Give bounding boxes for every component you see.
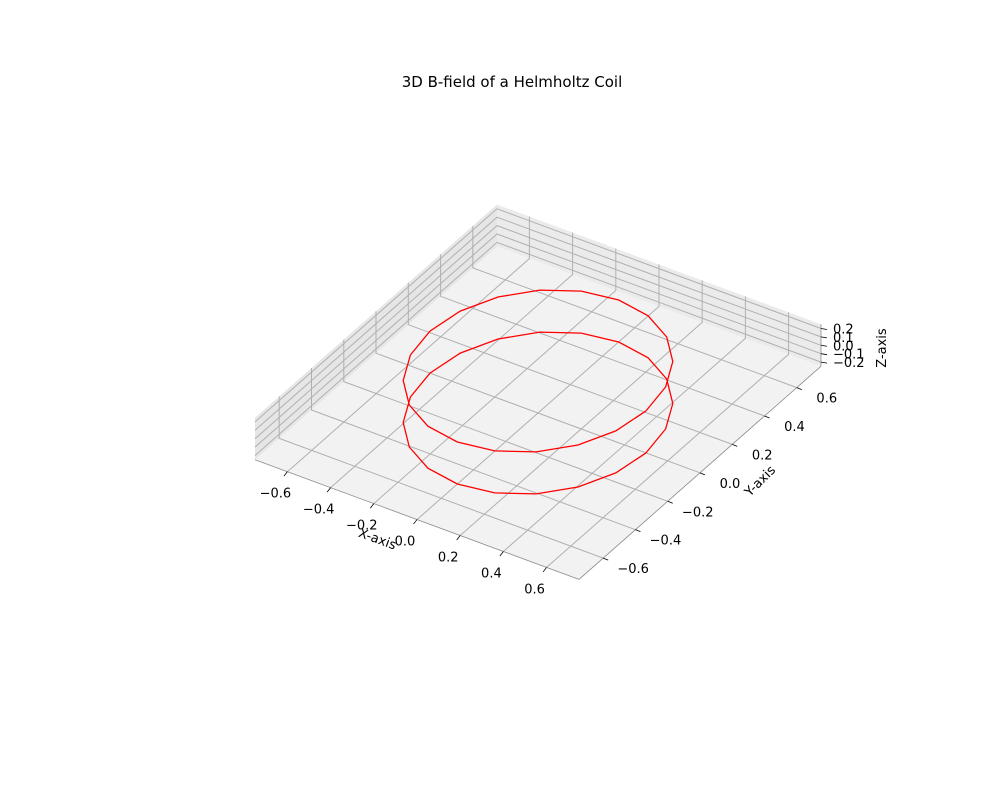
series-lines — [402, 289, 674, 495]
z-tick — [820, 328, 828, 330]
coil-ring-1 — [402, 289, 674, 453]
x-tick-label: −0.6 — [260, 487, 292, 502]
y-tick — [796, 387, 802, 390]
x-tick — [283, 471, 288, 477]
grid-line-x — [287, 216, 530, 473]
tick-marks — [283, 328, 828, 573]
y-axis-label: Y-axis — [741, 463, 779, 501]
grid-line-z — [254, 225, 822, 440]
grid-line-z — [254, 233, 822, 448]
x-tick — [499, 551, 504, 557]
z-tick-label: 0.0 — [833, 339, 854, 354]
y-tick-label: 0.6 — [816, 392, 837, 407]
x-tick — [370, 503, 375, 509]
z-tick — [820, 361, 828, 364]
z-axis-label: Z-axis — [875, 328, 890, 368]
grid-line-y — [343, 339, 668, 502]
tick-labels: −0.6−0.4−0.20.00.20.40.6−0.6−0.4−0.20.00… — [260, 322, 865, 597]
x-tick — [326, 487, 331, 493]
y-tick — [699, 472, 706, 476]
grid-line-x — [416, 264, 660, 520]
x-tick-label: 0.6 — [524, 582, 545, 597]
grid-line-y — [375, 311, 701, 474]
coil-ring-2 — [402, 331, 674, 495]
grid-line-y — [472, 225, 797, 389]
x-tick-label: 0.0 — [395, 535, 416, 550]
chart-title: 3D B-field of a Helmholtz Coil — [402, 73, 623, 91]
grid-line-x — [503, 296, 746, 552]
z-tick — [820, 344, 828, 347]
x-tick-label: 0.2 — [438, 551, 459, 566]
grid-line-y — [440, 254, 765, 417]
z-tick — [820, 336, 828, 339]
x-tick-label: −0.4 — [303, 503, 335, 518]
x-tick — [456, 535, 461, 541]
y-tick — [603, 557, 609, 561]
x-tick-label: −0.2 — [346, 519, 378, 534]
y-tick-label: 0.4 — [784, 420, 805, 435]
axes-panes — [255, 204, 821, 580]
y-tick — [667, 500, 673, 504]
z-tick — [820, 353, 828, 356]
y-tick-label: 0.2 — [752, 448, 773, 463]
x-tick — [413, 519, 418, 525]
grid-line-x — [459, 280, 703, 536]
y-tick-label: −0.4 — [650, 534, 682, 549]
grid-line-z — [254, 208, 822, 423]
y-tick-label: −0.2 — [682, 505, 714, 520]
grid-line-z — [254, 216, 822, 431]
grid-line-x — [373, 248, 617, 504]
z-tick-label: −0.1 — [833, 348, 865, 363]
x-tick — [542, 567, 547, 573]
grid-line-x — [330, 232, 574, 488]
z-tick-label: 0.2 — [833, 322, 854, 337]
y-tick — [732, 444, 738, 447]
grid-line-y — [407, 282, 733, 445]
grid-line-x — [546, 312, 790, 568]
y-tick — [635, 529, 641, 533]
x-tick-label: 0.4 — [481, 566, 502, 581]
grid-line-y — [311, 368, 636, 531]
z-tick-label: 0.1 — [833, 331, 854, 346]
z-tick-label: −0.2 — [833, 356, 865, 371]
y-tick-label: 0.0 — [720, 477, 741, 492]
grid-line-y — [278, 396, 604, 559]
grid-line-z — [254, 241, 822, 456]
y-tick — [764, 415, 770, 419]
y-tick-label: −0.6 — [617, 562, 649, 577]
grid-lines — [254, 208, 822, 568]
